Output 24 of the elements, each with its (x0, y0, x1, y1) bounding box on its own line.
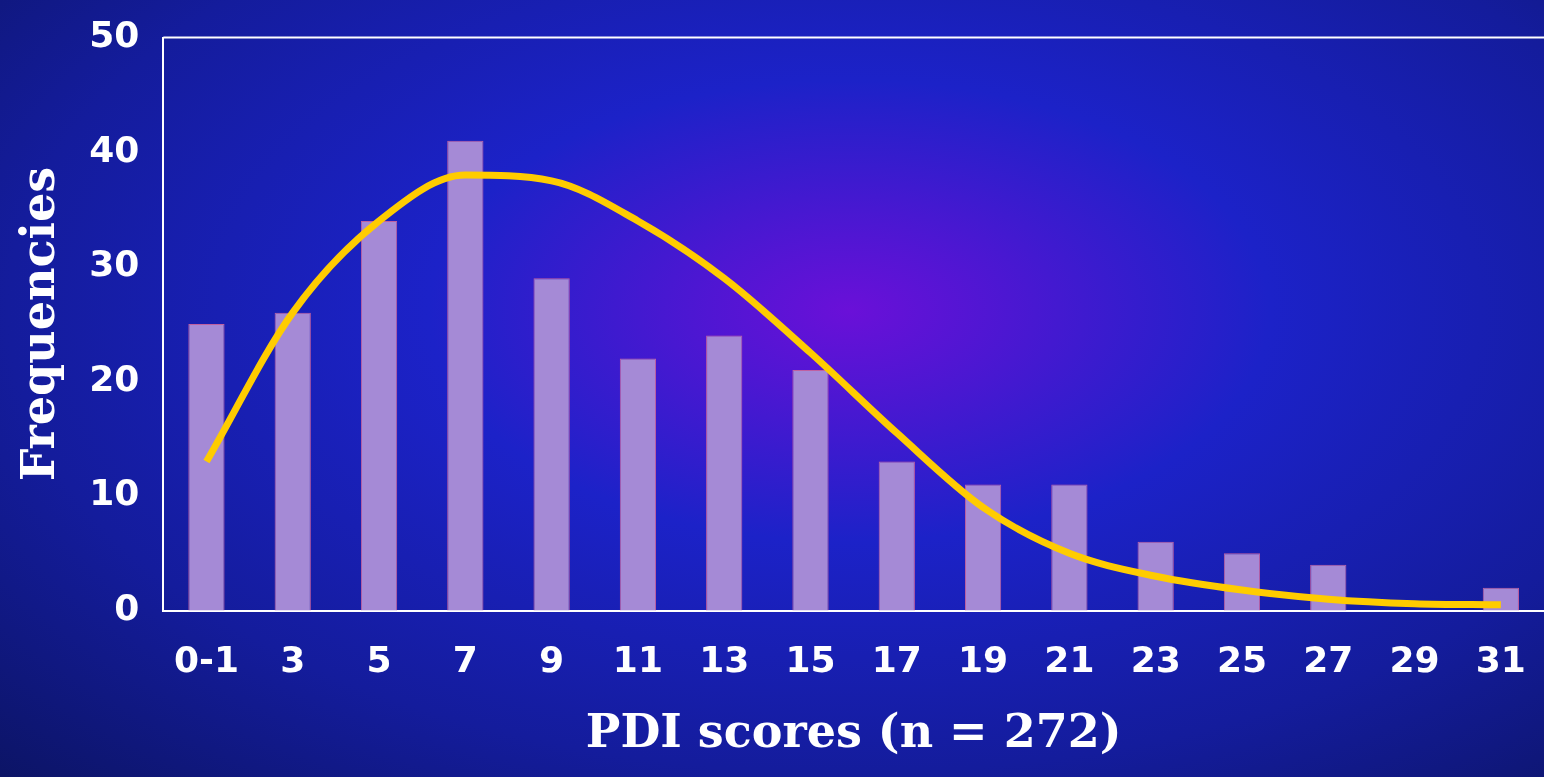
x-tick-label: 19 (958, 638, 1009, 680)
x-tick-label: 23 (1130, 638, 1181, 680)
x-tick-label: 29 (1389, 638, 1440, 680)
x-tick-label: 9 (539, 638, 565, 680)
x-tick-label: 7 (452, 638, 478, 680)
x-tick-label: 25 (1216, 638, 1268, 680)
x-tick-label: 0-1 (173, 638, 239, 680)
y-tick-label: 30 (89, 243, 140, 285)
x-tick-label: 17 (871, 638, 922, 680)
x-tick-label: 21 (1044, 638, 1095, 680)
x-axis-title: PDI scores (n = 272) (585, 704, 1122, 759)
y-tick-label: 40 (89, 128, 140, 170)
y-tick-label: 10 (89, 472, 140, 514)
x-tick-label: 31 (1475, 638, 1526, 680)
x-tick-label: 13 (699, 638, 750, 680)
y-tick-label: 0 (114, 586, 140, 628)
y-tick-label: 20 (89, 357, 140, 399)
x-tick-label: 3 (280, 638, 306, 680)
x-tick-label: 11 (612, 638, 663, 680)
y-axis-title: Frequencies (10, 166, 65, 482)
x-tick-label: 27 (1303, 638, 1354, 680)
x-tick-label: 5 (366, 638, 392, 680)
x-tick-label: 15 (785, 638, 836, 680)
y-tick-label: 50 (89, 13, 140, 55)
